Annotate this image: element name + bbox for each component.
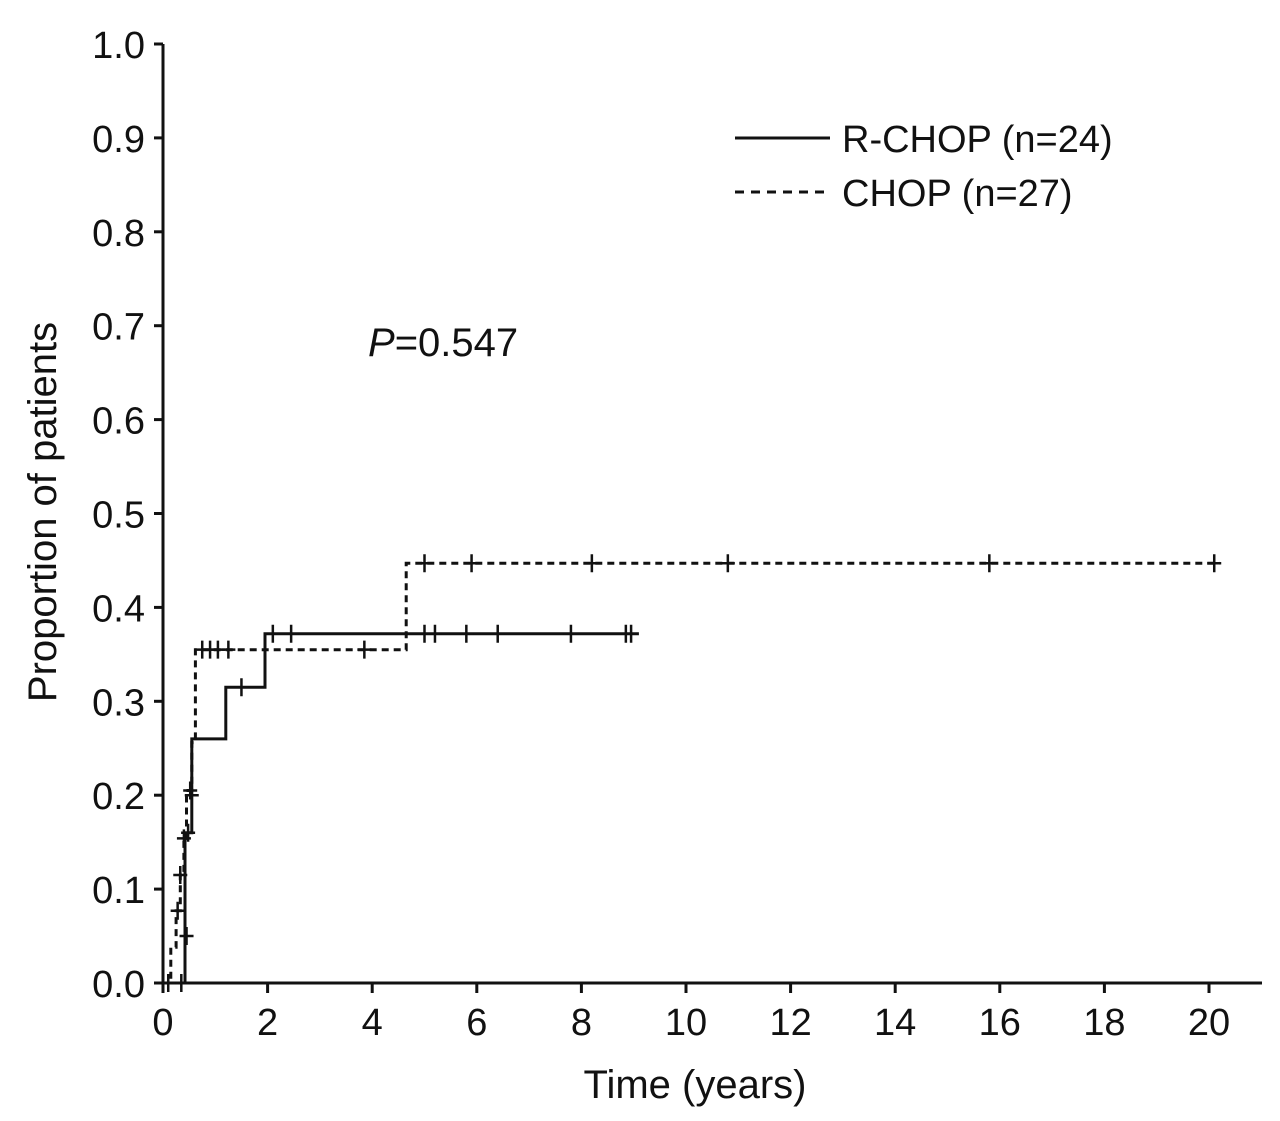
censor-mark bbox=[584, 554, 599, 573]
y-tick-label: 0.4 bbox=[92, 588, 145, 630]
x-tick-label: 18 bbox=[1083, 1002, 1125, 1044]
legend: R-CHOP (n=24) CHOP (n=27) bbox=[735, 119, 1113, 215]
x-tick-label: 8 bbox=[571, 1002, 592, 1044]
y-tick-label: 0.1 bbox=[92, 870, 145, 912]
censor-mark bbox=[234, 678, 249, 697]
legend-label: CHOP (n=27) bbox=[842, 173, 1073, 215]
censor-mark bbox=[284, 624, 299, 643]
x-tick-label: 16 bbox=[979, 1002, 1021, 1044]
x-axis-title: Time (years) bbox=[584, 1063, 807, 1107]
censor-mark bbox=[427, 624, 442, 643]
censor-mark bbox=[221, 640, 236, 659]
y-tick-label: 0.6 bbox=[92, 401, 145, 443]
censor-mark bbox=[183, 781, 198, 800]
x-tick-label: 2 bbox=[257, 1002, 278, 1044]
y-tick-label: 0.7 bbox=[92, 307, 145, 349]
series-r-chop bbox=[163, 624, 639, 992]
censor-mark bbox=[179, 927, 194, 946]
x-tick-label: 6 bbox=[466, 1002, 487, 1044]
x-tick-label: 20 bbox=[1188, 1002, 1230, 1044]
y-tick-label: 0.2 bbox=[92, 776, 145, 818]
censor-mark bbox=[464, 554, 479, 573]
series-line bbox=[163, 561, 1220, 985]
censor-mark bbox=[176, 829, 191, 848]
censor-mark bbox=[720, 554, 735, 573]
y-tick-label: 0.8 bbox=[92, 213, 145, 255]
censor-mark bbox=[563, 624, 578, 643]
censor-mark bbox=[170, 901, 185, 920]
x-tick-label: 12 bbox=[769, 1002, 811, 1044]
x-tick-label: 0 bbox=[152, 1002, 173, 1044]
y-tick-label: 1.0 bbox=[92, 25, 145, 67]
y-tick-label: 0.9 bbox=[92, 119, 145, 161]
series-layer bbox=[161, 554, 1222, 992]
legend-label: R-CHOP (n=24) bbox=[842, 119, 1113, 161]
y-tick-label: 0.5 bbox=[92, 495, 145, 537]
p-value-annotation: P=0.547 bbox=[368, 321, 518, 365]
series-line bbox=[163, 632, 639, 985]
p-italic-label: P bbox=[368, 321, 395, 365]
series-chop bbox=[161, 554, 1222, 992]
censor-mark bbox=[174, 974, 189, 992]
censor-mark bbox=[490, 624, 505, 643]
censor-mark bbox=[417, 554, 432, 573]
censor-mark bbox=[161, 974, 176, 992]
y-tick-label: 0.0 bbox=[92, 964, 145, 1006]
x-tick-label: 4 bbox=[362, 1002, 383, 1044]
p-value-text: =0.547 bbox=[395, 321, 518, 365]
censor-mark bbox=[624, 624, 639, 643]
censor-mark bbox=[173, 866, 188, 885]
y-tick-label: 0.3 bbox=[92, 682, 145, 724]
axes: 0.0 0.1 0.2 0.3 0.4 0.5 0.6 0.7 0.8 0.9 1.0 0 2 4 6 8 10… bbox=[92, 25, 1262, 1044]
censor-mark bbox=[982, 554, 997, 573]
censor-mark bbox=[1207, 554, 1222, 573]
censor-mark bbox=[459, 624, 474, 643]
x-tick-label: 14 bbox=[874, 1002, 916, 1044]
y-axis-title: Proportion of patients bbox=[21, 322, 65, 702]
x-tick-label: 10 bbox=[665, 1002, 707, 1044]
censor-mark bbox=[265, 624, 280, 643]
censor-mark bbox=[357, 640, 372, 659]
